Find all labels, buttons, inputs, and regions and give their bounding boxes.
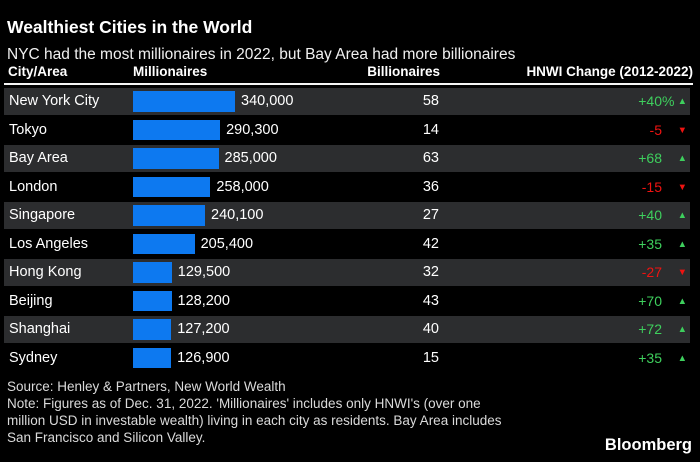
table-row: Tokyo 290,300 14 -5 ▼ [4, 116, 690, 144]
hnwi-change: +68 [638, 145, 662, 172]
city-label: Shanghai [9, 321, 71, 337]
hnwi-change: +70 [638, 288, 662, 315]
hnwi-change: +40% [638, 88, 674, 115]
millionaires-value: 340,000 [241, 93, 294, 109]
millionaires-value: 285,000 [224, 150, 277, 166]
hnwi-change: +35 [638, 345, 662, 372]
millionaires-bar [133, 148, 219, 169]
hnwi-change: -27 [642, 259, 662, 286]
hnwi-change: +35 [638, 231, 662, 258]
billionaires-value: 40 [422, 321, 439, 337]
hnwi-change: +40 [638, 202, 662, 229]
millionaires-value: 205,400 [200, 235, 254, 252]
table-row: Shanghai 127,200 40 +72 ▲ [4, 316, 690, 343]
hnwi-change-value: +35 [638, 349, 662, 366]
table-row: Beijing 128,200 43 +70 ▲ [4, 287, 690, 315]
table-row: Bay Area 285,000 63 +68 ▲ [4, 145, 690, 172]
millionaires-bar [133, 262, 172, 283]
billionaires-value: 14 [422, 121, 439, 138]
billionaires-value: 58 [422, 93, 439, 109]
methodology-note-line-3: San Francisco and Silicon Valley. [7, 430, 206, 445]
billionaires-value: 27 [422, 207, 439, 223]
hnwi-change-value: -5 [649, 121, 662, 138]
millionaires-value: 128,200 [177, 292, 230, 309]
hnwi-change-value: +40 [638, 93, 662, 109]
column-header-billionaires: Billionaires [367, 64, 440, 79]
billionaires-value: 32 [422, 264, 439, 280]
column-headers: City/Area Millionaires Billionaires HNWI… [0, 64, 700, 80]
city-label: Beijing [9, 292, 53, 309]
hnwi-change: -5 [650, 117, 662, 144]
city-label: Tokyo [9, 121, 47, 138]
billionaires-value: 42 [422, 235, 439, 252]
hnwi-change-value: +72 [638, 321, 662, 337]
city-label: New York City [9, 93, 100, 109]
city-label: London [9, 178, 58, 195]
millionaires-bar [133, 176, 211, 197]
millionaires-value: 127,200 [177, 321, 230, 337]
table-row: Los Angeles 205,400 42 +35 ▲ [4, 230, 690, 258]
hnwi-change-suffix: % [662, 93, 675, 109]
change-direction-icon: ▲ [677, 352, 687, 364]
millionaires-bar [133, 119, 221, 140]
billionaires-value: 43 [422, 292, 439, 309]
source-note: Source: Henley & Partners, New World Wea… [7, 379, 286, 394]
city-label: Bay Area [9, 150, 68, 166]
change-direction-icon: ▲ [677, 210, 687, 221]
footnote: Source: Henley & Partners, New World Wea… [7, 378, 501, 446]
table-row: London 258,000 36 -15 ▼ [4, 173, 690, 201]
billionaires-value: 36 [422, 178, 439, 195]
header-divider [4, 83, 693, 85]
change-direction-icon: ▲ [677, 153, 687, 164]
table-row: Singapore 240,100 27 +40 ▲ [4, 202, 690, 229]
methodology-note-line-1: Note: Figures as of Dec. 31, 2022. 'Mill… [7, 396, 481, 411]
column-header-millionaires: Millionaires [133, 64, 208, 79]
millionaires-bar [133, 290, 172, 311]
change-direction-icon: ▲ [677, 324, 687, 335]
billionaires-value: 63 [422, 150, 439, 166]
hnwi-change-value: -27 [641, 264, 662, 280]
change-direction-icon: ▼ [677, 181, 687, 193]
change-direction-icon: ▲ [677, 238, 687, 250]
change-direction-icon: ▼ [677, 124, 687, 136]
column-header-hnwi-change: HNWI Change (2012-2022) [526, 64, 693, 79]
millionaires-value: 290,300 [226, 121, 279, 138]
page-subtitle: NYC had the most millionaires in 2022, b… [7, 45, 516, 63]
city-label: Hong Kong [9, 264, 82, 280]
hnwi-change-value: +68 [638, 150, 662, 166]
millionaires-bar [133, 347, 172, 368]
bloomberg-logo: Bloomberg [604, 436, 692, 454]
billionaires-value: 15 [422, 349, 439, 366]
table-row: Sydney 126,900 15 +35 ▲ [4, 344, 690, 372]
hnwi-change: +72 [638, 316, 662, 343]
millionaires-bar [133, 319, 172, 340]
table-row: Hong Kong 129,500 32 -27 ▼ [4, 259, 690, 286]
hnwi-change: -15 [642, 174, 662, 201]
column-header-city: City/Area [8, 64, 68, 79]
change-direction-icon: ▲ [677, 96, 687, 107]
table-body: New York City 340,000 58 +40% ▲ Tokyo 29… [4, 88, 690, 373]
city-label: Los Angeles [9, 235, 89, 252]
hnwi-change-value: +40 [638, 207, 662, 223]
methodology-note-line-2: million USD in investable wealth) living… [7, 413, 502, 428]
millionaires-bar [133, 205, 205, 226]
hnwi-change-value: +70 [638, 292, 662, 309]
city-label: Sydney [9, 349, 58, 366]
hnwi-change-value: +35 [638, 235, 662, 252]
millionaires-value: 240,100 [211, 207, 264, 223]
hnwi-change-value: -15 [641, 178, 662, 195]
millionaires-value: 258,000 [216, 178, 269, 195]
millionaires-value: 129,500 [177, 264, 231, 280]
table-row: New York City 340,000 58 +40% ▲ [4, 88, 690, 115]
change-direction-icon: ▲ [677, 295, 687, 307]
city-label: Singapore [9, 207, 76, 223]
millionaires-value: 126,900 [177, 349, 230, 366]
page-title: Wealthiest Cities in the World [7, 16, 253, 37]
millionaires-bar [133, 91, 235, 112]
millionaires-bar [133, 233, 195, 254]
change-direction-icon: ▼ [677, 267, 687, 278]
